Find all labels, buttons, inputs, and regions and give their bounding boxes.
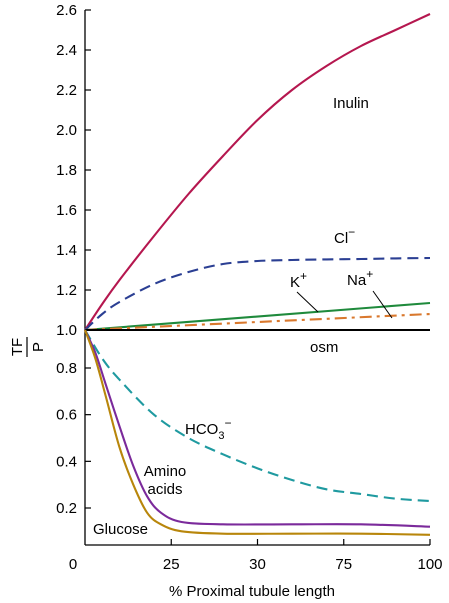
x-tick-label: 0	[69, 556, 77, 573]
x-tick-label: 75	[335, 556, 352, 573]
y-tick-label: 0.6	[56, 407, 77, 424]
x-tick-label: 30	[249, 556, 266, 573]
na-leader-line	[372, 290, 393, 319]
y-tick-label: 2.4	[56, 42, 77, 59]
x-tick-label: 25	[163, 556, 180, 573]
y-tick-label: 1.0	[56, 322, 77, 339]
k-leader-line	[296, 291, 319, 313]
y-tick-label: 1.2	[56, 282, 77, 299]
y-tick-label: 1.8	[56, 162, 77, 179]
y-tick-label: 0.4	[56, 453, 77, 470]
series-label-na: Na+	[347, 267, 373, 289]
series-line-glucose	[84, 329, 431, 536]
series-label-glucose: Glucose	[93, 521, 148, 538]
series-line-cl	[84, 256, 431, 331]
series-label-k: K+	[290, 269, 307, 291]
series-line-na	[84, 312, 431, 332]
y-axis-title: TF P	[9, 337, 47, 357]
y-tick-label: 1.4	[56, 242, 77, 259]
series-line-k	[84, 301, 431, 332]
x-tick-label: 100	[417, 556, 442, 573]
series-label-amino-acids: Amino	[144, 463, 187, 480]
y-axis-title-bottom: P	[30, 342, 47, 352]
y-tick-label: 2.2	[56, 82, 77, 99]
series-label-hco3: HCO3−	[185, 416, 231, 442]
series-label-amino-acids: acids	[147, 481, 182, 498]
series-line-hco	[84, 329, 431, 503]
series-line-amino-acids	[84, 329, 431, 528]
series-layer	[84, 13, 431, 536]
y-axis-title-top: TF	[9, 338, 26, 356]
axes-layer: 0.2 0.4 0.6 0.8 1.0 1.2 1.4 1.6 1.8 2.0 2.2 2.4 2.6 0…	[56, 2, 442, 573]
y-tick-label: 1.6	[56, 202, 77, 219]
series-label-inulin: Inulin	[333, 95, 369, 112]
y-tick-label: 0.8	[56, 360, 77, 377]
series-line-inulin	[84, 13, 431, 331]
y-tick-label: 0.2	[56, 500, 77, 517]
y-tick-label: 2.6	[56, 2, 77, 19]
series-label-osm: osm	[310, 339, 338, 356]
series-label-cl: Cl−	[334, 225, 355, 247]
y-tick-label: 2.0	[56, 122, 77, 139]
x-axis-title: % Proximal tubule length	[169, 583, 335, 600]
